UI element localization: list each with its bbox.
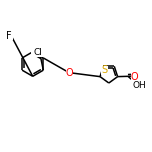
- Text: S: S: [102, 66, 108, 76]
- Text: O: O: [130, 72, 138, 82]
- Text: OH: OH: [133, 81, 146, 90]
- Bar: [6, 31, 13, 40]
- Bar: [66, 69, 73, 78]
- Bar: [31, 48, 46, 57]
- Bar: [132, 81, 147, 90]
- Bar: [131, 72, 138, 81]
- Text: Cl: Cl: [34, 48, 43, 57]
- Text: O: O: [66, 68, 73, 78]
- Bar: [101, 66, 108, 75]
- Text: F: F: [6, 31, 12, 41]
